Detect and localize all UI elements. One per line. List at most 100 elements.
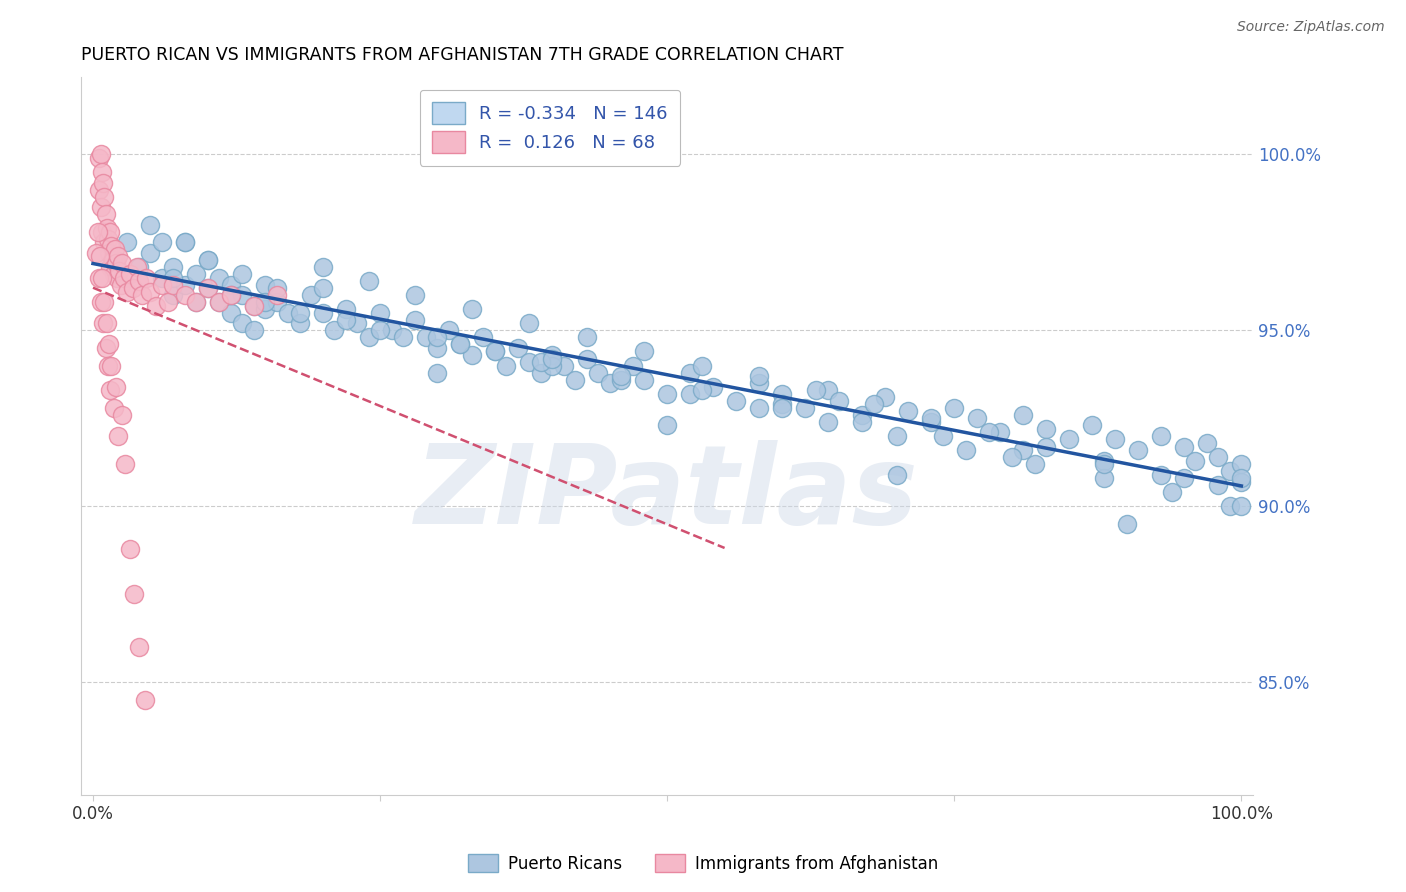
Point	[173, 277, 195, 292]
Point	[875, 390, 897, 404]
Point	[679, 366, 702, 380]
Text: PUERTO RICAN VS IMMIGRANTS FROM AFGHANISTAN 7TH GRADE CORRELATION CHART: PUERTO RICAN VS IMMIGRANTS FROM AFGHANIS…	[82, 46, 844, 64]
Point	[128, 260, 150, 274]
Point	[1230, 457, 1253, 471]
Point	[1173, 440, 1195, 454]
Point	[335, 302, 357, 317]
Point	[254, 295, 277, 310]
Point	[93, 235, 115, 250]
Point	[404, 288, 426, 302]
Point	[231, 288, 253, 302]
Point	[90, 295, 112, 310]
Point	[886, 467, 908, 482]
Point	[1035, 422, 1057, 436]
Point	[186, 295, 208, 310]
Point	[323, 323, 346, 337]
Point	[806, 383, 828, 397]
Point	[449, 337, 471, 351]
Point	[128, 274, 150, 288]
Point	[208, 295, 231, 310]
Point	[1150, 467, 1173, 482]
Point	[186, 267, 208, 281]
Point	[162, 277, 184, 292]
Point	[461, 302, 484, 317]
Point	[633, 373, 655, 387]
Point	[266, 281, 288, 295]
Point	[173, 235, 195, 250]
Point	[1001, 450, 1024, 464]
Point	[851, 408, 873, 422]
Point	[588, 366, 610, 380]
Point	[1219, 500, 1241, 514]
Point	[112, 270, 135, 285]
Point	[530, 355, 553, 369]
Point	[104, 380, 127, 394]
Point	[484, 344, 506, 359]
Point	[242, 299, 264, 313]
Point	[197, 252, 219, 267]
Point	[266, 288, 288, 302]
Point	[770, 386, 793, 401]
Point	[162, 270, 184, 285]
Point	[575, 330, 598, 344]
Point	[955, 443, 977, 458]
Point	[93, 295, 115, 310]
Point	[977, 425, 1000, 440]
Point	[541, 359, 564, 373]
Point	[564, 373, 586, 387]
Point	[91, 176, 114, 190]
Point	[108, 263, 131, 277]
Point	[404, 313, 426, 327]
Point	[231, 267, 253, 281]
Point	[197, 281, 219, 295]
Point	[94, 341, 117, 355]
Point	[426, 341, 449, 355]
Point	[770, 401, 793, 415]
Point	[107, 429, 129, 443]
Point	[186, 295, 208, 310]
Point	[553, 359, 575, 373]
Point	[1184, 453, 1206, 467]
Point	[392, 330, 415, 344]
Point	[87, 270, 110, 285]
Point	[128, 640, 150, 655]
Point	[817, 415, 839, 429]
Point	[357, 274, 380, 288]
Point	[173, 288, 195, 302]
Point	[657, 386, 679, 401]
Point	[346, 316, 368, 330]
Point	[288, 306, 311, 320]
Point	[125, 260, 148, 274]
Point	[1092, 471, 1115, 485]
Point	[1081, 418, 1104, 433]
Point	[794, 401, 817, 415]
Point	[357, 330, 380, 344]
Point	[335, 313, 357, 327]
Point	[87, 151, 110, 165]
Point	[91, 270, 114, 285]
Point	[98, 337, 121, 351]
Point	[657, 418, 679, 433]
Point	[117, 285, 139, 299]
Text: Source: ZipAtlas.com: Source: ZipAtlas.com	[1237, 20, 1385, 34]
Point	[103, 267, 125, 281]
Point	[541, 351, 564, 366]
Point	[828, 393, 851, 408]
Point	[610, 369, 633, 384]
Point	[98, 383, 121, 397]
Point	[1150, 429, 1173, 443]
Point	[1230, 471, 1253, 485]
Point	[1126, 443, 1149, 458]
Point	[1195, 436, 1218, 450]
Legend: Puerto Ricans, Immigrants from Afghanistan: Puerto Ricans, Immigrants from Afghanist…	[461, 847, 945, 880]
Point	[415, 330, 437, 344]
Point	[105, 270, 128, 285]
Point	[633, 344, 655, 359]
Point	[519, 355, 541, 369]
Point	[111, 408, 134, 422]
Point	[242, 299, 264, 313]
Point	[139, 218, 162, 232]
Point	[690, 383, 713, 397]
Point	[1092, 457, 1115, 471]
Point	[541, 348, 564, 362]
